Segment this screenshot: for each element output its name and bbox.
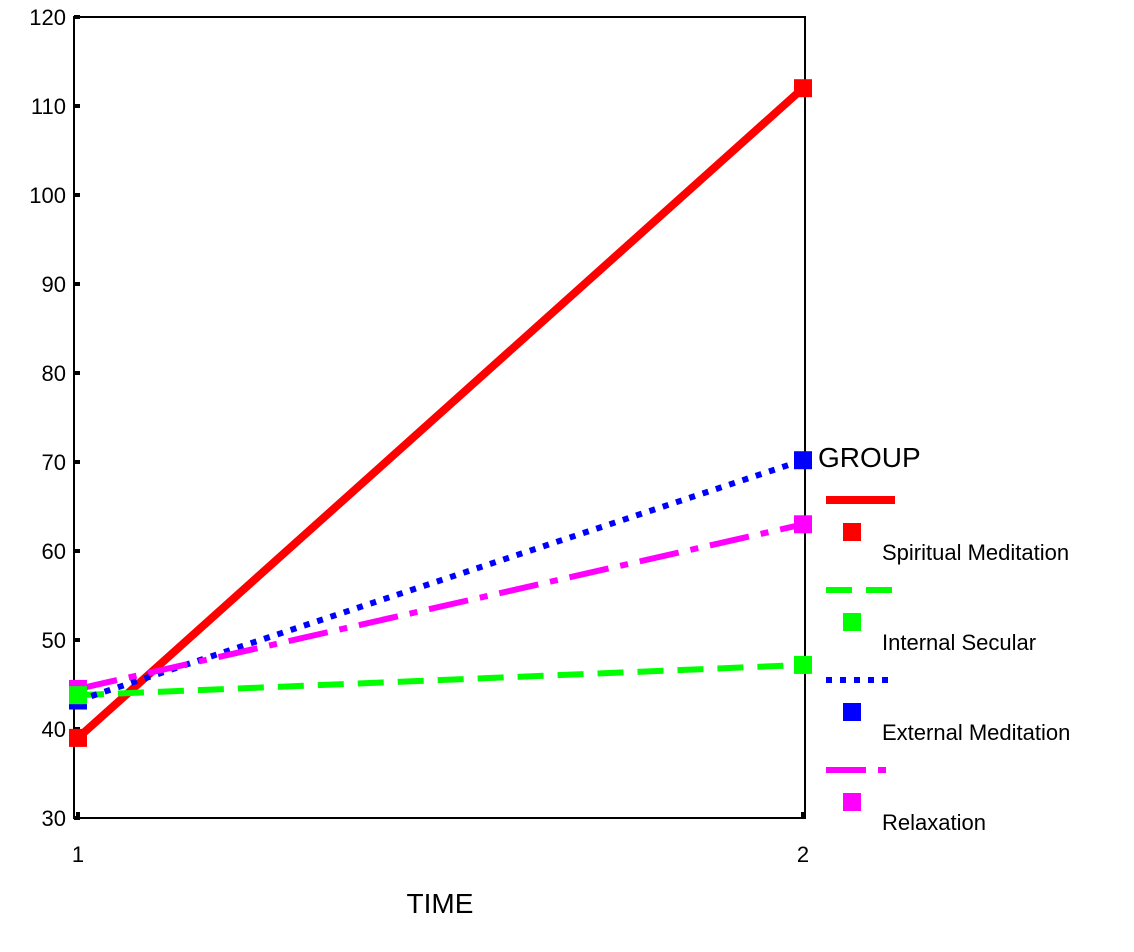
y-tick-label: 30: [42, 806, 66, 831]
y-tick-label: 120: [29, 5, 66, 30]
y-tick-label: 50: [42, 628, 66, 653]
series-line-4: [77, 521, 804, 692]
series-1-point-2: [794, 79, 812, 98]
legend-title: GROUP: [818, 442, 921, 473]
series-2-point-2: [794, 655, 812, 674]
plot-frame: [73, 16, 806, 819]
series-2-point-1: [69, 686, 87, 705]
y-tick-label: 100: [29, 183, 66, 208]
series-line-2: [77, 661, 804, 699]
legend-marker-4: [843, 793, 861, 811]
series-1-point-1: [69, 728, 87, 747]
x-axis-title: TIME: [407, 888, 474, 919]
legend-marker-1: [843, 523, 861, 541]
y-tick-label: 60: [42, 539, 66, 564]
series-4-point-2: [794, 515, 812, 534]
series-lines: [75, 85, 806, 741]
legend-label-1: Spiritual Meditation: [882, 540, 1069, 565]
y-axis: 30 40 50 60 70 80 90 100 110 120: [29, 5, 80, 831]
series-3-point-2: [794, 451, 812, 470]
legend: Spiritual Meditation Internal Secular Exte…: [826, 496, 1070, 835]
legend-marker-2: [843, 613, 861, 631]
series-line-1: [75, 85, 806, 741]
y-tick-label: 90: [42, 272, 66, 297]
y-tick-label: 70: [42, 450, 66, 475]
legend-label-4: Relaxation: [882, 810, 986, 835]
x-tick-label: 2: [797, 842, 809, 867]
legend-label-2: Internal Secular: [882, 630, 1036, 655]
x-tick-label: 1: [72, 842, 84, 867]
legend-marker-3: [843, 703, 861, 721]
y-tick-label: 80: [42, 361, 66, 386]
y-tick-label: 110: [31, 94, 66, 119]
y-tick-label: 40: [42, 717, 66, 742]
series-markers: [69, 79, 812, 747]
legend-label-3: External Meditation: [882, 720, 1070, 745]
